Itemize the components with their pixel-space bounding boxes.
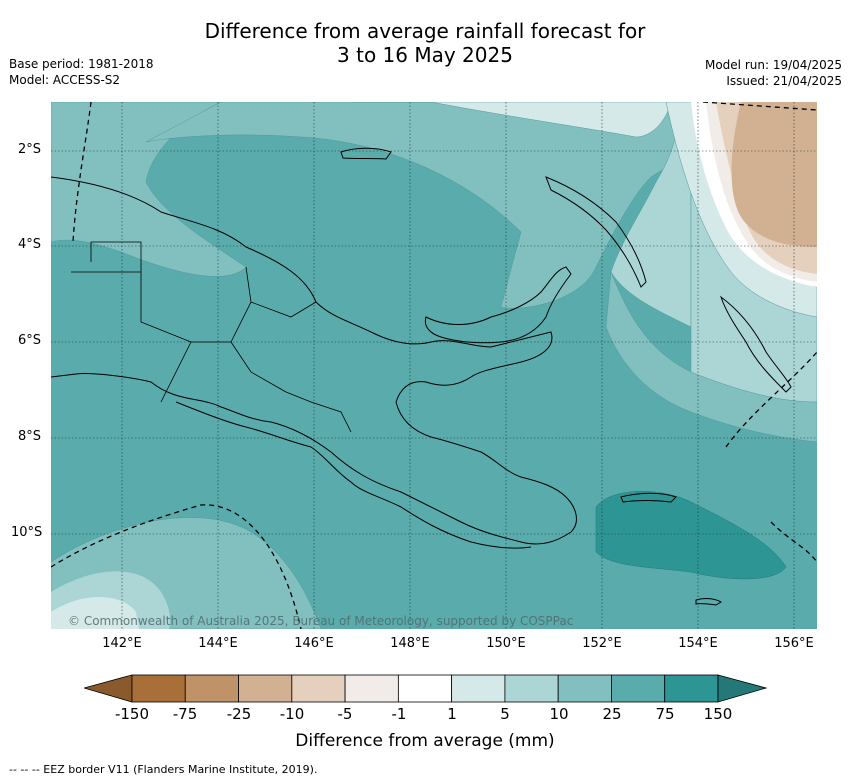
- legend-tick: -5: [337, 705, 353, 723]
- lon-label-144e: 144°E: [198, 636, 238, 651]
- lon-label-152e: 152°E: [582, 636, 622, 651]
- legend-swatch: [291, 674, 346, 703]
- legend-colorbar: [84, 674, 768, 703]
- contour-north-1: [430, 102, 672, 138]
- legend-extend-low: [84, 674, 133, 703]
- new-britain-coast: [424, 266, 572, 344]
- contour-north-5: [351, 102, 692, 328]
- admiralty-islands: [340, 147, 392, 160]
- lat-label-8s: 8°S: [18, 429, 42, 444]
- legend-swatch: [504, 674, 559, 703]
- legend-tick: -10: [279, 705, 305, 723]
- lon-label-142e: 142°E: [102, 636, 142, 651]
- legend-tick: 5: [500, 705, 510, 723]
- new-guinea-coast: [51, 176, 577, 545]
- lat-label-4s: 4°S: [18, 237, 42, 252]
- base-period: Base period: 1981-2018: [9, 57, 154, 71]
- legend-swatch: [611, 674, 666, 703]
- model-name: Model: ACCESS-S2: [9, 73, 121, 87]
- contour-se-75: [595, 491, 787, 580]
- legend-tick: -150: [114, 705, 150, 723]
- eez-footnote: -- -- -- EEZ border V11 (Flanders Marine…: [9, 763, 318, 776]
- contour-west-10: [51, 102, 247, 277]
- legend-swatch: [557, 674, 612, 703]
- legend-extend-high: [717, 674, 768, 703]
- rainfall-map: [51, 102, 817, 629]
- legend-swatch: [397, 674, 453, 703]
- legend-title: Difference from average (mm): [295, 731, 555, 751]
- contour-sw-1: [51, 597, 139, 629]
- title-line-2: 3 to 16 May 2025: [337, 43, 513, 67]
- legend-swatch: [451, 674, 506, 703]
- legend-tick: -1: [391, 705, 407, 723]
- chart-title: Difference from average rainfall forecas…: [0, 19, 850, 67]
- legend-tick: 150: [703, 705, 733, 723]
- lon-label-150e: 150°E: [486, 636, 526, 651]
- issued-date: Issued: 21/04/2025: [726, 74, 842, 88]
- title-line-1: Difference from average rainfall forecas…: [204, 19, 646, 43]
- eez-borders: [51, 102, 817, 629]
- lon-label-156e: 156°E: [774, 636, 814, 651]
- louisiade-islands: [620, 492, 677, 503]
- lat-label-2s: 2°S: [18, 142, 42, 157]
- legend-swatch: [238, 674, 293, 703]
- legend-tick: -75: [172, 705, 198, 723]
- province-borders: [71, 241, 352, 433]
- southern-coast: [175, 401, 532, 549]
- model-run: Model run: 19/04/2025: [704, 58, 842, 72]
- lon-label-146e: 146°E: [294, 636, 334, 651]
- contour-east-10: [605, 271, 817, 443]
- contour-ne-neg25: [731, 102, 817, 247]
- lat-label-10s: 10°S: [11, 525, 43, 540]
- lon-label-154e: 154°E: [678, 636, 718, 651]
- coastlines: [51, 147, 792, 606]
- metadata-right: Model run: 19/04/2025 Issued: 21/04/2025: [705, 57, 842, 89]
- lon-label-148e: 148°E: [390, 636, 430, 651]
- legend-swatch: [344, 674, 399, 703]
- legend-tick: 25: [602, 705, 622, 723]
- new-ireland-coast: [545, 176, 647, 288]
- legend-swatch: [184, 674, 239, 703]
- legend-tick: 1: [447, 705, 457, 723]
- bougainville-coast: [720, 295, 792, 393]
- lat-label-6s: 6°S: [18, 333, 42, 348]
- legend-tick: 10: [549, 705, 569, 723]
- rossel-island: [695, 598, 722, 606]
- legend-tick: 75: [655, 705, 675, 723]
- metadata-left: Base period: 1981-2018 Model: ACCESS-S2: [9, 56, 154, 88]
- legend-swatch: [664, 674, 719, 703]
- legend-swatch: [131, 674, 186, 703]
- copyright-notice: © Commonwealth of Australia 2025, Bureau…: [68, 614, 574, 628]
- legend-tick: -25: [226, 705, 252, 723]
- contour-north-10: [145, 102, 692, 309]
